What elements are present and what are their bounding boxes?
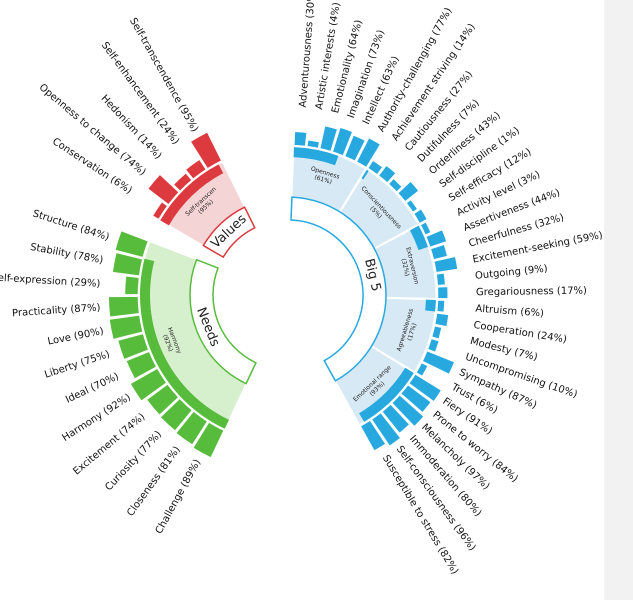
facet-bar-immoderation[interactable]	[381, 404, 410, 434]
trait-fill-emotional-range	[359, 367, 414, 422]
group-ring-values[interactable]	[202, 206, 256, 259]
facet-bar-self-discipline[interactable]	[406, 199, 418, 213]
facet-bar-hedonism[interactable]	[173, 172, 193, 192]
facet-bar-dutifulness[interactable]	[388, 178, 403, 193]
trait-fill-extraversion	[409, 225, 428, 251]
trait-fill-self-transcen	[160, 164, 224, 226]
facet-label-practicality: Practicality (87%)	[12, 302, 101, 319]
group-ring-needs[interactable]	[189, 258, 257, 385]
facet-bar-cheerfulness[interactable]	[430, 244, 448, 260]
facet-bar-cooperation[interactable]	[434, 312, 449, 327]
facet-bar-orderliness[interactable]	[397, 181, 419, 202]
facet-bar-imagination[interactable]	[332, 127, 353, 156]
facet-bar-susceptible-to-stress[interactable]	[360, 420, 386, 452]
facet-bar-emotionality[interactable]	[319, 125, 338, 152]
facet-label-structure: Structure (84%)	[31, 208, 110, 243]
facet-label-altruism: Altruism (6%)	[475, 304, 544, 320]
right-scroll-gutter	[604, 0, 633, 600]
facet-bar-outgoing[interactable]	[436, 272, 446, 286]
facet-bar-modesty[interactable]	[431, 325, 442, 340]
facet-label-self-expression: Self-expression (29%)	[0, 272, 101, 289]
facet-bar-assertiveness[interactable]	[425, 229, 447, 248]
facet-bar-stability[interactable]	[112, 252, 143, 277]
facet-bar-sympathy[interactable]	[422, 350, 455, 375]
facet-bar-excitement-seeking[interactable]	[433, 256, 458, 273]
facet-bar-adventurousness[interactable]	[293, 131, 308, 147]
facet-bar-self-transcendence[interactable]	[190, 131, 222, 169]
facet-bar-self-enhancement[interactable]	[185, 159, 207, 180]
facet-label-outgoing: Outgoing (9%)	[475, 264, 549, 282]
facet-label-conservation: Conservation (6%)	[50, 136, 134, 196]
facet-bar-excitement[interactable]	[146, 384, 179, 416]
facet-bar-closeness[interactable]	[175, 411, 208, 446]
facet-bar-activity-level[interactable]	[420, 221, 432, 236]
facet-bar-self-expression[interactable]	[124, 275, 140, 295]
facet-bar-fiery[interactable]	[408, 373, 442, 402]
facet-label-adventurousness: Adventurousness (30%)	[298, 0, 318, 108]
facet-bar-authority-challenging[interactable]	[356, 137, 381, 168]
group-label-big-5: Big 5	[361, 257, 383, 293]
facet-bar-curiosity[interactable]	[160, 398, 193, 432]
trait-fill-agreeableness	[425, 299, 436, 312]
facet-bar-self-efficacy[interactable]	[413, 208, 428, 224]
facet-bar-achievement-striving[interactable]	[367, 160, 383, 175]
facet-bar-gregariousness[interactable]	[437, 286, 449, 299]
trait-fill-conscientiousness	[361, 169, 369, 180]
facet-bar-practicality[interactable]	[108, 296, 140, 318]
facet-bar-prone-to-worry[interactable]	[400, 384, 432, 413]
facet-bar-melancholy[interactable]	[391, 394, 425, 427]
facet-bar-liberty[interactable]	[117, 333, 149, 360]
group-ring-big-5[interactable]	[290, 196, 387, 382]
facet-bar-openness-to-change[interactable]	[147, 174, 180, 205]
facet-bar-cautiousness[interactable]	[378, 165, 397, 183]
facet-label-gregariousness: Gregariousness (17%)	[476, 286, 587, 299]
facet-bar-structure[interactable]	[114, 230, 149, 258]
trait-fill-harmony	[139, 258, 230, 429]
trait-fill-openness	[293, 147, 339, 166]
facet-bar-love[interactable]	[109, 315, 143, 340]
facet-bar-altruism[interactable]	[436, 300, 445, 313]
facet-label-love: Love (90%)	[47, 326, 105, 348]
facet-bar-challenge[interactable]	[192, 422, 225, 458]
facet-bar-intellect[interactable]	[344, 134, 366, 162]
facet-bar-uncompromising[interactable]	[427, 338, 440, 353]
facet-bar-harmony[interactable]	[130, 368, 167, 402]
facet-bar-ideal[interactable]	[125, 351, 157, 379]
facet-bar-self-consciousness[interactable]	[371, 412, 401, 447]
facet-label-stability: Stability (78%)	[29, 242, 104, 266]
facet-bar-trust[interactable]	[416, 362, 429, 377]
facet-label-liberty: Liberty (75%)	[43, 349, 111, 381]
facet-bar-conservation[interactable]	[152, 201, 168, 220]
sunburst-chart: Adventurousness (30%)Artistic interests …	[0, 0, 604, 577]
facet-bar-artistic-interests[interactable]	[306, 139, 320, 149]
